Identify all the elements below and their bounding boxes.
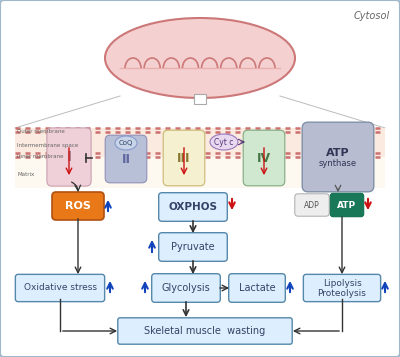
Text: synthase: synthase [319,159,357,167]
Text: ROS: ROS [65,201,91,211]
Text: Skeletal muscle  wasting: Skeletal muscle wasting [144,326,266,336]
Text: Lipolysis: Lipolysis [323,280,361,288]
FancyBboxPatch shape [15,157,385,188]
FancyBboxPatch shape [105,135,147,183]
Text: Cyt c: Cyt c [214,137,234,146]
Text: IV: IV [257,151,271,165]
Text: Oxidative stress: Oxidative stress [24,283,96,292]
FancyBboxPatch shape [159,233,227,261]
Text: Pyruvate: Pyruvate [171,242,215,252]
Text: III: III [177,151,191,165]
Text: Matrix: Matrix [17,171,34,176]
Text: Proteolysis: Proteolysis [318,290,366,298]
FancyBboxPatch shape [47,128,91,186]
Text: OXPHOS: OXPHOS [168,202,218,212]
FancyBboxPatch shape [52,192,104,220]
FancyBboxPatch shape [303,275,381,302]
FancyBboxPatch shape [163,130,205,186]
Text: ATP: ATP [326,148,350,158]
Text: Inner membrane: Inner membrane [17,154,64,159]
Ellipse shape [210,134,238,150]
Text: Glycolysis: Glycolysis [162,283,210,293]
Text: Outer membrane: Outer membrane [17,129,65,134]
Text: I: I [66,150,72,164]
FancyBboxPatch shape [194,94,206,104]
Ellipse shape [105,18,295,98]
Text: II: II [122,152,130,166]
FancyBboxPatch shape [302,122,374,192]
Text: Lactate: Lactate [239,283,275,293]
Text: Cytosol: Cytosol [354,11,390,21]
Ellipse shape [115,136,137,150]
FancyBboxPatch shape [229,274,285,302]
Text: ATP: ATP [338,201,356,210]
FancyBboxPatch shape [295,194,329,216]
FancyBboxPatch shape [330,193,364,217]
FancyBboxPatch shape [15,275,105,302]
FancyBboxPatch shape [15,128,385,188]
FancyBboxPatch shape [152,274,220,302]
Text: Intermembrane space: Intermembrane space [17,142,78,147]
Text: ADP: ADP [304,201,320,210]
FancyBboxPatch shape [243,130,285,186]
FancyBboxPatch shape [118,318,292,344]
Text: CoQ: CoQ [119,140,133,146]
FancyBboxPatch shape [159,193,227,221]
